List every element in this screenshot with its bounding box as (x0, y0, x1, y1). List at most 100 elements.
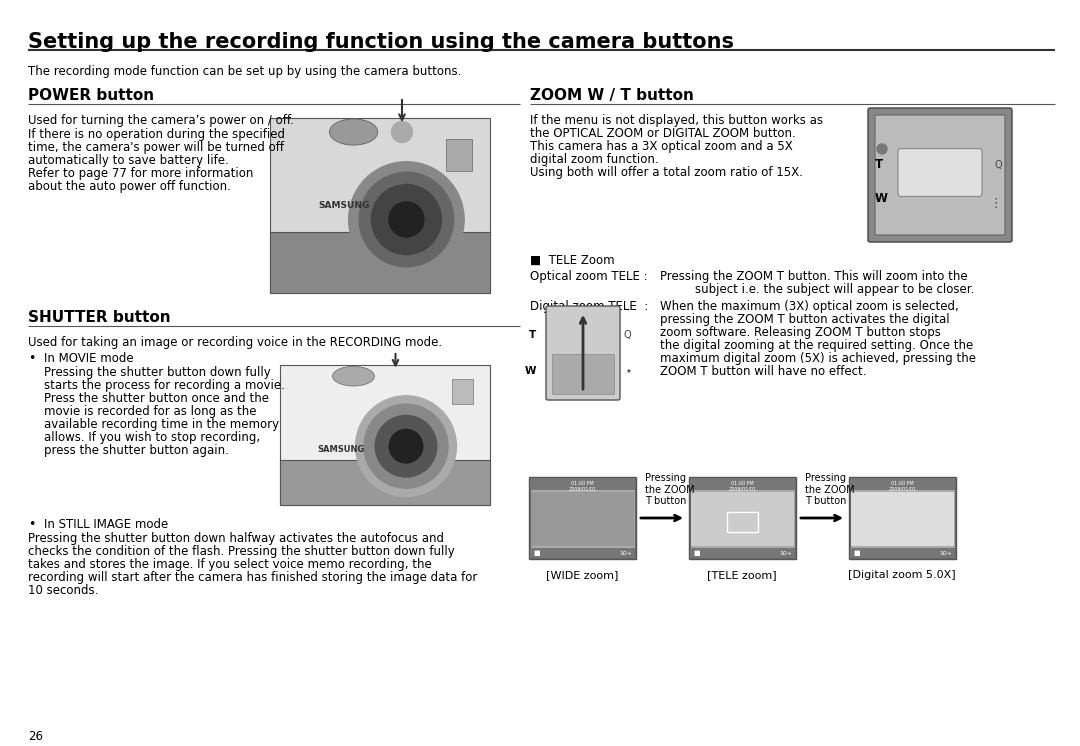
Text: The recording mode function can be set up by using the camera buttons.: The recording mode function can be set u… (28, 65, 461, 78)
Ellipse shape (329, 119, 378, 145)
Bar (849, 477, 956, 559)
Bar (850, 548, 955, 558)
Bar (851, 492, 954, 546)
Text: press the shutter button again.: press the shutter button again. (44, 444, 229, 457)
Text: 10+: 10+ (939, 551, 951, 556)
Text: POWER button: POWER button (28, 88, 154, 103)
Text: 10 seconds.: 10 seconds. (28, 584, 98, 597)
Text: ⋆: ⋆ (624, 365, 632, 377)
Text: Press the shutter button once and the: Press the shutter button once and the (44, 392, 269, 405)
Text: SHUTTER button: SHUTTER button (28, 310, 171, 325)
Text: 26: 26 (28, 730, 43, 743)
Circle shape (389, 430, 422, 463)
Text: T: T (875, 158, 883, 171)
Circle shape (372, 184, 442, 254)
Bar (552, 354, 615, 394)
FancyBboxPatch shape (546, 306, 620, 400)
Bar (850, 478, 955, 558)
Bar (453, 379, 473, 404)
Ellipse shape (333, 366, 375, 386)
Text: checks the condition of the flash. Pressing the shutter button down fully: checks the condition of the flash. Press… (28, 545, 455, 558)
Text: In STILL IMAGE mode: In STILL IMAGE mode (44, 518, 168, 531)
Circle shape (355, 396, 457, 497)
Text: available recording time in the memory: available recording time in the memory (44, 418, 279, 431)
Text: Pressing
the ZOOM
T button: Pressing the ZOOM T button (805, 473, 854, 507)
Text: pressing the ZOOM T button activates the digital: pressing the ZOOM T button activates the… (660, 313, 949, 326)
Text: 10+: 10+ (779, 551, 792, 556)
Bar (531, 492, 634, 546)
Bar (690, 478, 795, 558)
Text: Pressing the shutter button down fully: Pressing the shutter button down fully (44, 366, 271, 379)
Text: In MOVIE mode: In MOVIE mode (44, 352, 134, 365)
Text: ⋮: ⋮ (989, 197, 1002, 210)
Text: time, the camera's power will be turned off: time, the camera's power will be turned … (28, 141, 284, 154)
Text: ZOOM W / T button: ZOOM W / T button (530, 88, 693, 103)
Bar (690, 478, 795, 490)
Bar (690, 548, 795, 558)
Text: starts the process for recording a movie.: starts the process for recording a movie… (44, 379, 285, 392)
Circle shape (360, 172, 454, 267)
Circle shape (391, 122, 413, 142)
Text: SAMSUNG: SAMSUNG (318, 445, 365, 454)
Circle shape (877, 144, 887, 154)
Text: SAMSUNG: SAMSUNG (319, 201, 369, 210)
Text: 10+: 10+ (619, 551, 632, 556)
Bar (529, 477, 636, 559)
Text: movie is recorded for as long as the: movie is recorded for as long as the (44, 405, 257, 418)
Bar (270, 118, 490, 293)
Text: takes and stores the image. If you select voice memo recording, the: takes and stores the image. If you selec… (28, 558, 432, 571)
Bar (691, 492, 794, 546)
Text: Setting up the recording function using the camera buttons: Setting up the recording function using … (28, 32, 734, 52)
Text: [WIDE zoom]: [WIDE zoom] (545, 570, 618, 580)
Circle shape (349, 162, 464, 278)
Bar (280, 365, 490, 505)
Text: Used for taking an image or recording voice in the RECORDING mode.: Used for taking an image or recording vo… (28, 336, 442, 349)
Text: [Digital zoom 5.0X]: [Digital zoom 5.0X] (848, 570, 956, 580)
Text: ■  TELE Zoom: ■ TELE Zoom (530, 254, 615, 267)
Text: When the maximum (3X) optical zoom is selected,: When the maximum (3X) optical zoom is se… (660, 300, 959, 313)
Text: Q: Q (624, 330, 632, 340)
Text: Pressing the ZOOM T button. This will zoom into the: Pressing the ZOOM T button. This will zo… (660, 270, 968, 283)
Text: Using both will offer a total zoom ratio of 15X.: Using both will offer a total zoom ratio… (530, 166, 802, 179)
Bar (689, 477, 796, 559)
Text: recording will start after the camera has finished storing the image data for: recording will start after the camera ha… (28, 571, 477, 584)
Text: Used for turning the camera’s power on / off.: Used for turning the camera’s power on /… (28, 114, 294, 127)
Text: ■: ■ (853, 551, 860, 557)
Text: W: W (525, 366, 536, 376)
Text: W: W (875, 192, 888, 205)
Text: about the auto power off function.: about the auto power off function. (28, 180, 231, 193)
Text: If the menu is not displayed, this button works as: If the menu is not displayed, this butto… (530, 114, 823, 127)
Text: •: • (28, 352, 36, 365)
Circle shape (375, 416, 436, 477)
Bar (727, 512, 758, 532)
Bar (530, 478, 635, 490)
Text: Digital zoom TELE  :: Digital zoom TELE : (530, 300, 648, 313)
Text: allows. If you wish to stop recording,: allows. If you wish to stop recording, (44, 431, 260, 444)
Text: 01:00 PM
2008/01/01: 01:00 PM 2008/01/01 (568, 480, 596, 492)
Text: This camera has a 3X optical zoom and a 5X: This camera has a 3X optical zoom and a … (530, 140, 793, 153)
Text: ■: ■ (693, 551, 700, 557)
Text: the OPTICAL ZOOM or DIGITAL ZOOM button.: the OPTICAL ZOOM or DIGITAL ZOOM button. (530, 127, 796, 140)
Text: Q: Q (995, 160, 1002, 169)
Bar (530, 548, 635, 558)
Text: maximum digital zoom (5X) is achieved, pressing the: maximum digital zoom (5X) is achieved, p… (660, 352, 976, 365)
Text: ■: ■ (534, 551, 540, 557)
Text: zoom software. Releasing ZOOM T button stops: zoom software. Releasing ZOOM T button s… (660, 326, 941, 339)
Text: ZOOM T button will have no effect.: ZOOM T button will have no effect. (660, 365, 866, 378)
Text: •: • (28, 518, 36, 531)
FancyBboxPatch shape (868, 108, 1012, 242)
Text: [TELE zoom]: [TELE zoom] (707, 570, 777, 580)
Text: T: T (529, 330, 536, 340)
Text: digital zoom function.: digital zoom function. (530, 153, 659, 166)
Text: Pressing
the ZOOM
T button: Pressing the ZOOM T button (645, 473, 694, 507)
Text: Pressing the shutter button down halfway activates the autofocus and: Pressing the shutter button down halfway… (28, 532, 444, 545)
FancyBboxPatch shape (897, 148, 982, 196)
Text: If there is no operation during the specified: If there is no operation during the spec… (28, 128, 285, 141)
Circle shape (364, 404, 448, 488)
Bar (446, 139, 472, 171)
Text: subject i.e. the subject will appear to be closer.: subject i.e. the subject will appear to … (696, 283, 974, 296)
Text: 01:00 PM
2008/01/01: 01:00 PM 2008/01/01 (728, 480, 757, 492)
Bar (280, 460, 490, 505)
FancyBboxPatch shape (875, 115, 1005, 235)
Text: the digital zooming at the required setting. Once the: the digital zooming at the required sett… (660, 339, 973, 352)
